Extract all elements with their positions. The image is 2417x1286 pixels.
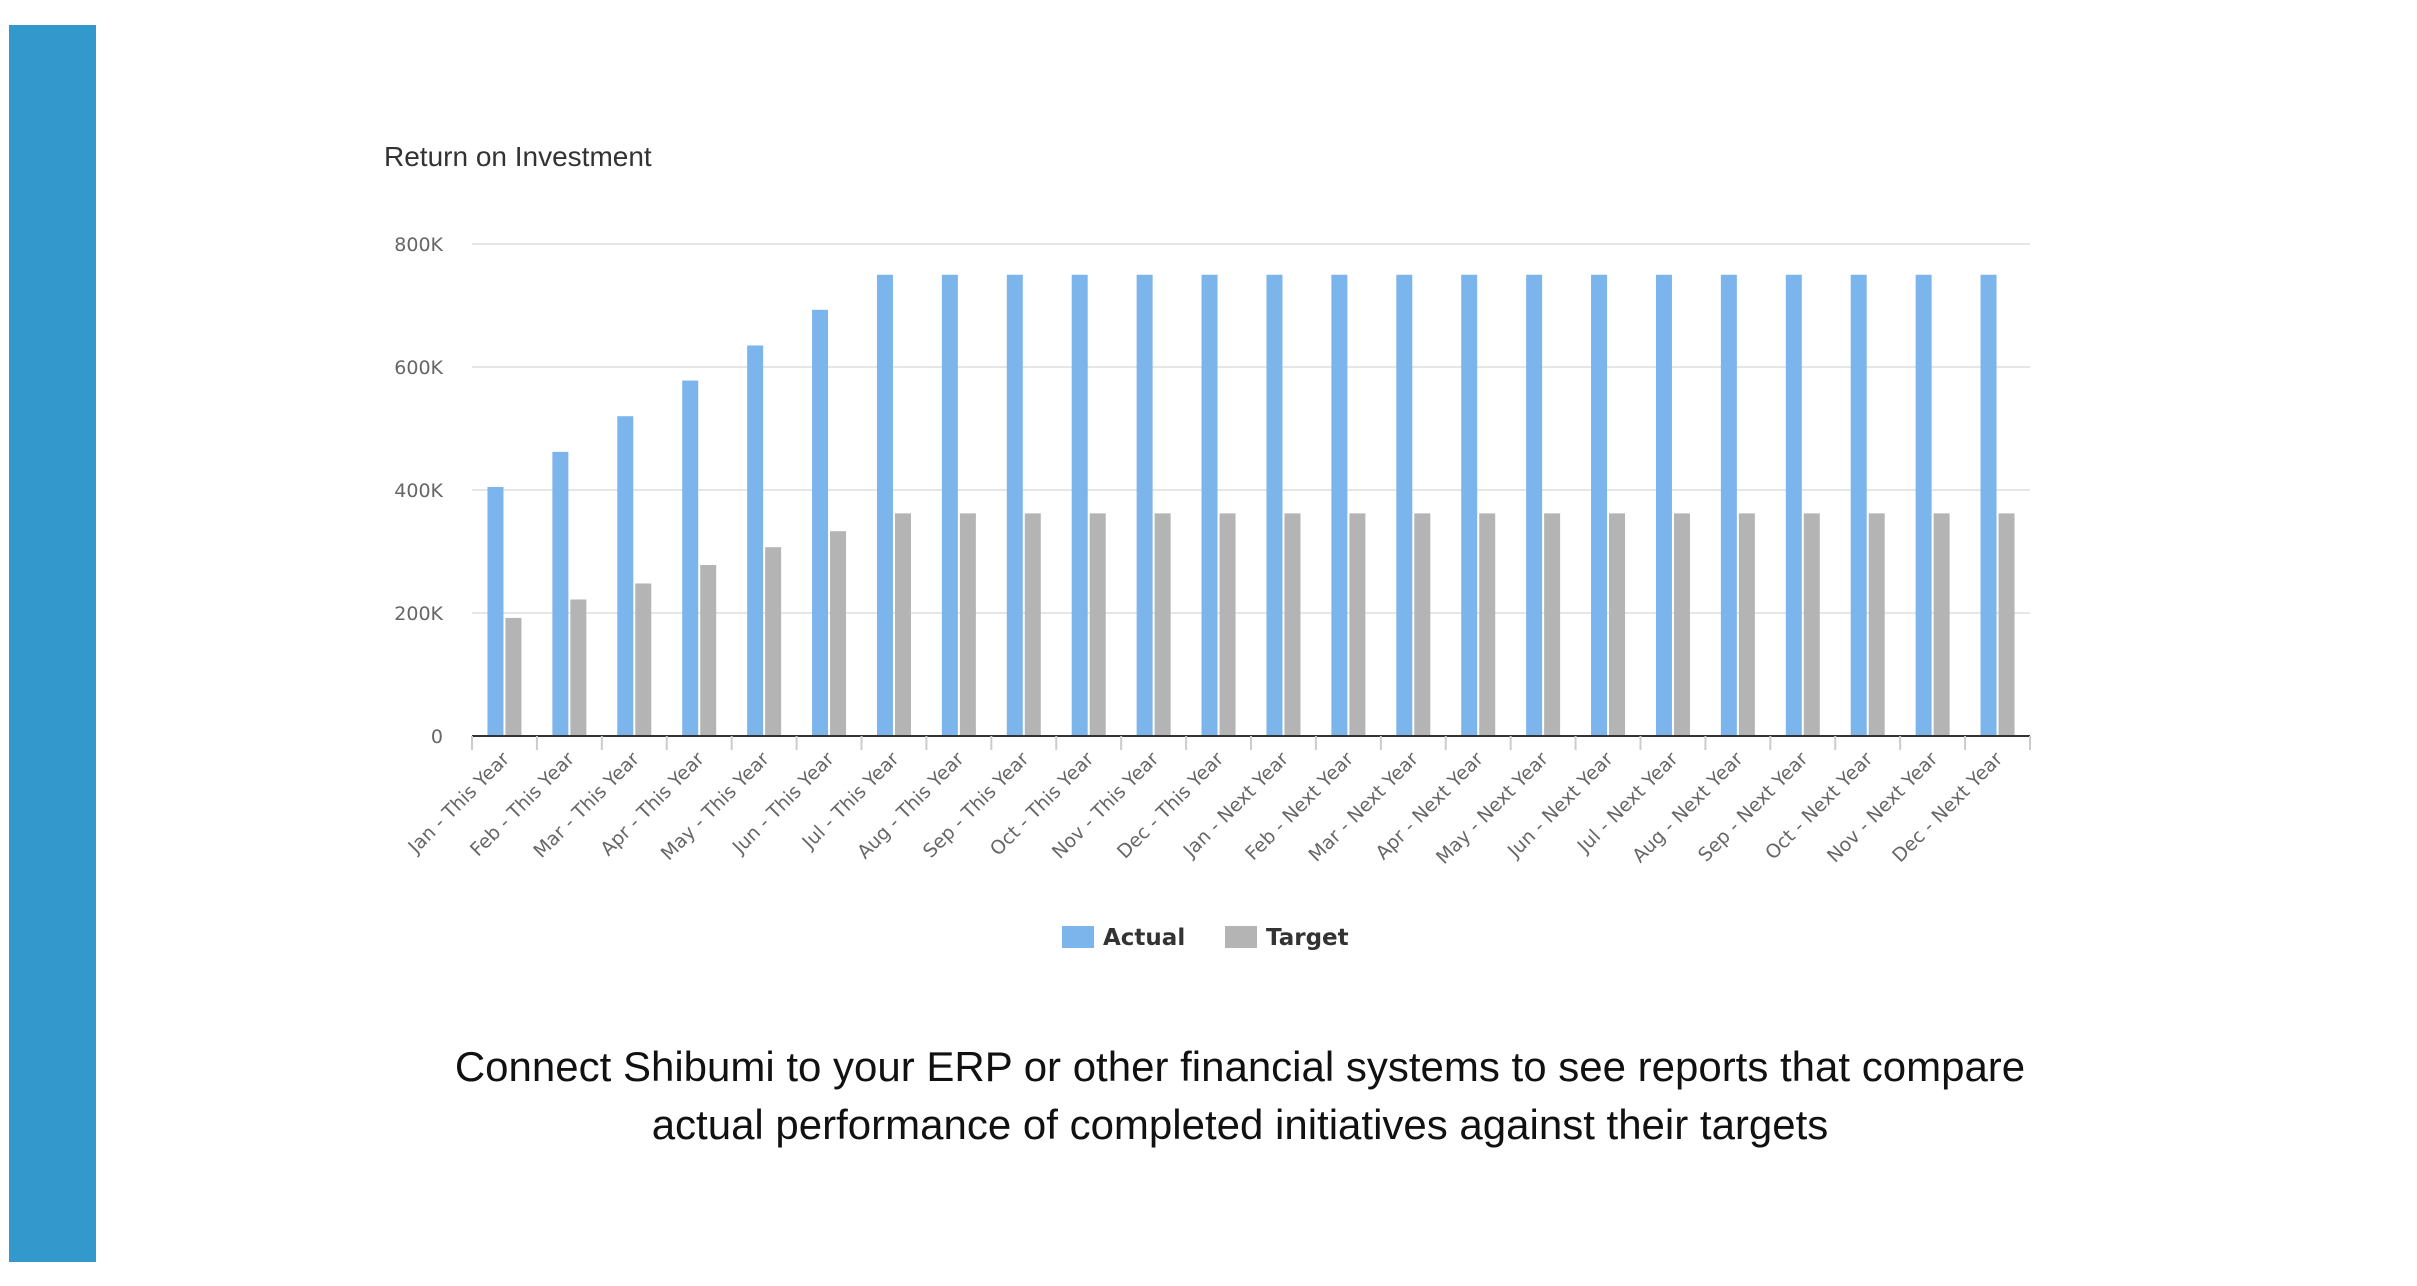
bar-actual[interactable] [941,274,958,736]
bar-target[interactable] [1868,513,1885,736]
bar-target[interactable] [1609,513,1626,736]
bar-actual[interactable] [1266,274,1283,736]
bar-target[interactable] [1349,513,1366,736]
legend[interactable]: Actual Target [1062,925,1349,951]
bar-target[interactable] [1089,513,1106,736]
bars [487,274,2015,736]
bar-actual[interactable] [1785,274,1802,736]
bar-target[interactable] [830,531,847,736]
x-tick-label: Dec - Next Year [1888,748,2007,867]
x-axis [471,735,2031,750]
bar-actual[interactable] [1331,274,1348,736]
x-tick-label: Sep - Next Year [1694,748,1812,866]
bar-actual[interactable] [487,486,504,736]
x-tick-label: May - This Year [657,748,774,865]
bar-actual[interactable] [1915,274,1932,736]
legend-label-actual[interactable]: Actual [1103,925,1185,951]
bar-target[interactable] [1219,513,1236,736]
bar-target[interactable] [1803,513,1820,736]
bar-target[interactable] [959,513,976,736]
y-tick-label: 800K [394,234,443,256]
bar-actual[interactable] [876,274,893,736]
y-tick-label: 0 [431,726,443,748]
bar-target[interactable] [1673,513,1690,736]
legend-swatch-actual[interactable] [1062,926,1094,948]
bar-actual[interactable] [682,380,699,736]
bar-actual[interactable] [1850,274,1867,736]
bar-target[interactable] [700,565,717,736]
bar-actual[interactable] [1526,274,1543,736]
bar-target[interactable] [1933,513,1950,736]
bar-actual[interactable] [747,345,764,736]
bar-target[interactable] [1479,513,1496,736]
bar-target[interactable] [635,583,652,736]
roi-chart: Return on Investment 0 200K 400K 600K 800K J… [384,141,2031,951]
chart-title: Return on Investment [384,141,652,172]
bar-target[interactable] [1154,513,1171,736]
x-tick-label: Nov - Next Year [1823,748,1942,867]
bar-target[interactable] [1998,513,2015,736]
legend-swatch-target[interactable] [1225,926,1257,948]
bar-target[interactable] [505,617,522,736]
y-tick-label: 200K [394,603,443,625]
gridlines [472,243,2030,614]
y-tick-label: 600K [394,357,443,379]
x-tick-label: Aug - Next Year [1628,748,1747,867]
x-tick-label: May - Next Year [1432,748,1553,869]
bar-target[interactable] [1738,513,1755,736]
bar-actual[interactable] [1136,274,1153,736]
bar-actual[interactable] [1980,274,1997,736]
bar-target[interactable] [1284,513,1301,736]
bar-actual[interactable] [617,416,634,736]
legend-label-target[interactable]: Target [1266,925,1349,951]
bar-target[interactable] [1414,513,1431,736]
bar-actual[interactable] [812,309,829,736]
bar-actual[interactable] [1591,274,1608,736]
bar-target[interactable] [765,547,782,736]
bar-actual[interactable] [1461,274,1478,736]
caption-line-2: actual performance of completed initiati… [651,1101,1829,1148]
accent-sidebar-bar [9,25,96,1262]
bar-actual[interactable] [1655,274,1672,736]
x-tick-label: Mar - Next Year [1305,748,1423,866]
caption: Connect Shibumi to your ERP or other fin… [300,1038,2180,1154]
bar-target[interactable] [1024,513,1041,736]
bar-target[interactable] [1544,513,1561,736]
bar-target[interactable] [570,599,587,736]
y-tick-label: 400K [394,480,443,502]
bar-target[interactable] [894,513,911,736]
bar-actual[interactable] [1006,274,1023,736]
bar-actual[interactable] [1720,274,1737,736]
bar-actual[interactable] [1201,274,1218,736]
y-axis-ticks: 0 200K 400K 600K 800K [394,234,443,748]
caption-line-1: Connect Shibumi to your ERP or other fin… [454,1043,2026,1090]
bar-actual[interactable] [552,451,569,736]
bar-actual[interactable] [1396,274,1413,736]
bar-actual[interactable] [1071,274,1088,736]
